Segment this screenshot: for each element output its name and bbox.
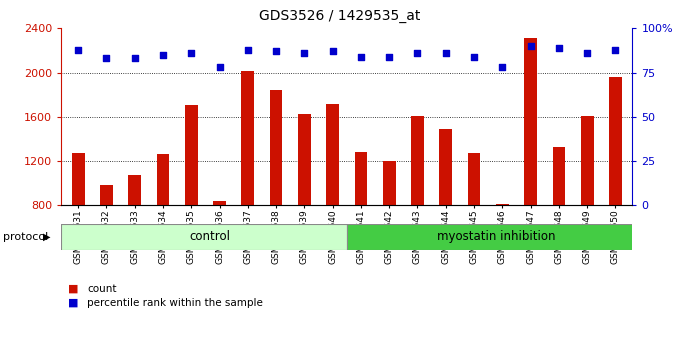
Point (327, 48, 338, 54)
Bar (61, 224, 347, 250)
Bar (581, 116, 594, 294)
Point (610, 47, 621, 52)
Bar (156, 154, 169, 294)
Bar (72, 153, 84, 294)
Text: ▶: ▶ (42, 232, 50, 242)
Point (242, 47, 253, 52)
Point (441, 50, 452, 56)
Bar (354, 152, 367, 294)
Text: percentile rank within the sample: percentile rank within the sample (87, 298, 263, 308)
Bar (383, 161, 396, 294)
Point (412, 50, 423, 56)
Point (214, 64, 225, 70)
Point (525, 43, 536, 49)
Bar (214, 201, 226, 294)
Text: ■: ■ (68, 284, 78, 293)
Text: count: count (87, 284, 116, 293)
Bar (241, 72, 254, 294)
Point (129, 56, 140, 61)
Bar (439, 129, 452, 294)
Text: myostatin inhibition: myostatin inhibition (437, 230, 556, 243)
Point (101, 56, 112, 61)
Bar (468, 153, 480, 294)
Text: control: control (189, 230, 230, 243)
Point (299, 50, 310, 56)
Point (581, 50, 592, 56)
Point (271, 48, 282, 54)
Bar (185, 105, 198, 294)
Point (356, 54, 367, 59)
Point (469, 54, 479, 59)
Bar (496, 204, 509, 294)
Bar (411, 116, 424, 294)
Point (554, 45, 564, 51)
Point (158, 52, 169, 58)
Text: GDS3526 / 1429535_at: GDS3526 / 1429535_at (259, 9, 421, 23)
Bar (326, 104, 339, 294)
Bar (524, 38, 537, 294)
Bar (100, 185, 113, 294)
Bar (298, 114, 311, 294)
Bar (270, 90, 282, 294)
Bar (553, 147, 565, 294)
Point (186, 50, 197, 56)
Text: ■: ■ (68, 298, 78, 308)
Point (73, 47, 84, 52)
Point (384, 54, 394, 59)
Bar (129, 176, 141, 294)
Point (497, 64, 508, 70)
Text: protocol: protocol (3, 232, 49, 242)
Bar (609, 77, 622, 294)
Bar (347, 224, 647, 250)
